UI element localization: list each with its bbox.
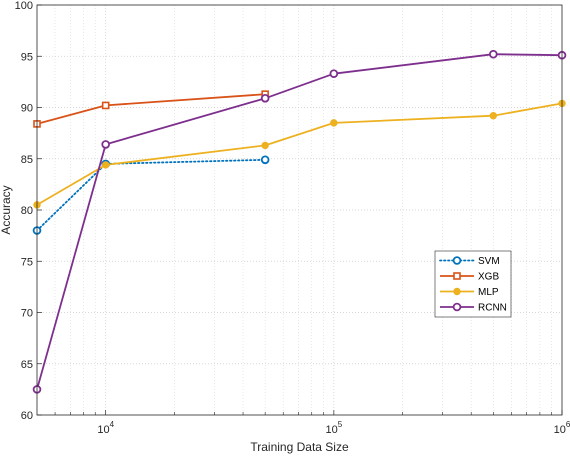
x-tick-base: 10 [554, 424, 566, 436]
series-svm [32, 155, 270, 235]
legend-label: XGB [478, 272, 499, 283]
legend-item-rcnn: RCNN [440, 303, 507, 314]
x-tick-base: 10 [97, 424, 109, 436]
y-tick-label: 75 [21, 256, 33, 268]
data-point [101, 140, 110, 149]
y-tick-labels: 60 65 70 75 80 85 90 95 100 [15, 0, 33, 422]
major-grid [37, 5, 562, 415]
data-point [453, 272, 461, 280]
x-axis-label: Training Data Size [250, 440, 349, 454]
legend-label: MLP [478, 287, 499, 298]
data-point [101, 101, 110, 110]
data-point [489, 49, 498, 59]
x-tick-exponent: 6 [566, 420, 570, 429]
y-axis-label: Accuracy [0, 185, 13, 234]
data-point [453, 287, 461, 296]
x-tick-labels: 104 105 106 [97, 420, 570, 436]
data-point [329, 69, 339, 78]
y-tick-label: 85 [21, 154, 33, 166]
series-mlp [33, 99, 566, 209]
minor-grid [54, 5, 552, 415]
x-tick-exponent: 5 [338, 420, 343, 429]
legend-label: RCNN [478, 303, 507, 314]
series-rcnn [32, 49, 567, 394]
legend: SVM XGB MLP RCNN [434, 250, 512, 318]
data-point [260, 155, 270, 165]
data-point [101, 161, 110, 169]
series-line [36, 53, 563, 390]
legend-label: SVM [478, 256, 500, 267]
y-tick-label: 60 [21, 410, 33, 422]
series-line [36, 102, 563, 206]
data-point [452, 302, 462, 312]
data-point [452, 256, 462, 265]
series-layer [32, 49, 567, 394]
series-line [36, 158, 267, 232]
legend-box [434, 250, 512, 318]
y-tick-label: 100 [15, 0, 33, 12]
x-tick-exponent: 4 [110, 420, 115, 429]
x-tick-label: 104 [97, 420, 114, 436]
y-tick-label: 90 [21, 103, 33, 115]
y-tick-label: 95 [21, 51, 33, 63]
legend-item-svm: SVM [439, 256, 500, 267]
data-point [330, 119, 338, 127]
legend-item-xgb: XGB [440, 272, 499, 283]
x-tick-base: 10 [325, 424, 337, 436]
ticks-layer [37, 4, 563, 416]
y-tick-label: 65 [21, 359, 33, 371]
data-point [261, 141, 269, 150]
x-tick-label: 106 [554, 420, 570, 436]
y-tick-label: 80 [21, 205, 33, 217]
legend-item-mlp: MLP [440, 287, 499, 298]
y-tick-label: 70 [21, 308, 33, 320]
series-xgb [33, 90, 269, 128]
data-point [260, 93, 270, 103]
data-point [489, 112, 498, 120]
x-tick-label: 105 [325, 420, 342, 436]
